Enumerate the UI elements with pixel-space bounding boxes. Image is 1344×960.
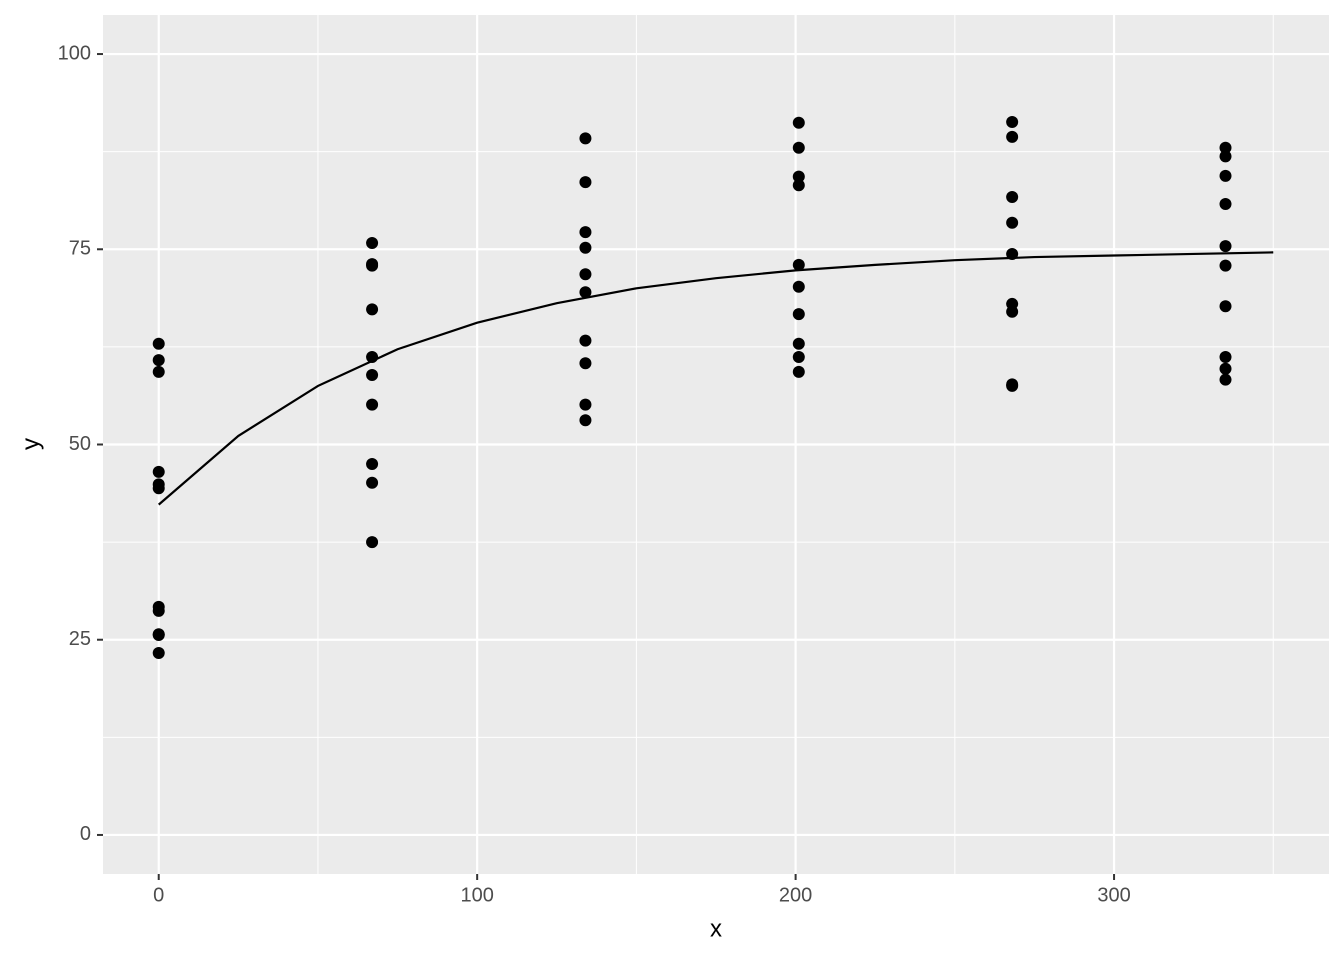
point	[366, 259, 379, 272]
y-tick-label: 0	[80, 823, 91, 845]
point	[579, 132, 592, 145]
point	[152, 482, 165, 495]
point	[152, 604, 165, 617]
point	[792, 141, 805, 154]
point	[366, 303, 379, 316]
point	[1006, 379, 1019, 392]
point	[366, 237, 379, 250]
point	[1219, 150, 1232, 163]
point	[792, 280, 805, 293]
point	[152, 629, 165, 642]
x-tick-label: 100	[460, 884, 493, 906]
x-tick-label: 200	[779, 884, 812, 906]
point	[152, 337, 165, 350]
point	[1219, 169, 1232, 182]
point	[792, 337, 805, 350]
point	[152, 647, 165, 660]
point	[1006, 115, 1019, 128]
x-axis-title: x	[710, 915, 722, 942]
point	[579, 286, 592, 299]
point	[1219, 240, 1232, 253]
point	[366, 398, 379, 411]
point	[579, 176, 592, 189]
point	[1219, 373, 1232, 386]
point	[579, 268, 592, 281]
point	[579, 398, 592, 411]
point	[1006, 190, 1019, 203]
point	[366, 536, 379, 549]
fit-line	[158, 251, 1274, 506]
point	[1006, 216, 1019, 229]
point	[1219, 197, 1232, 210]
point	[792, 308, 805, 321]
point	[366, 458, 379, 471]
point	[366, 368, 379, 381]
point	[1006, 130, 1019, 143]
point	[366, 476, 379, 489]
point	[1219, 351, 1232, 364]
point	[152, 354, 165, 367]
point	[579, 414, 592, 427]
point	[1219, 300, 1232, 313]
y-tick-label: 50	[69, 433, 91, 455]
point	[1219, 362, 1232, 375]
point	[792, 258, 805, 271]
x-tick-label: 0	[153, 884, 164, 906]
point	[792, 351, 805, 364]
point	[579, 334, 592, 347]
point	[792, 170, 805, 183]
y-axis-title: y	[17, 438, 44, 450]
point	[1006, 305, 1019, 318]
point	[792, 116, 805, 129]
marks	[152, 115, 1274, 660]
point	[579, 241, 592, 254]
point	[579, 226, 592, 239]
y-tick-label: 25	[69, 628, 91, 650]
point	[579, 357, 592, 370]
point	[152, 365, 165, 378]
y-tick-label: 100	[58, 42, 91, 64]
point	[152, 465, 165, 478]
point	[1219, 141, 1232, 154]
y-tick-label: 75	[69, 238, 91, 260]
point	[792, 365, 805, 378]
point	[1219, 259, 1232, 272]
point	[792, 179, 805, 192]
x-tick-label: 300	[1097, 884, 1130, 906]
grid	[103, 15, 1329, 874]
